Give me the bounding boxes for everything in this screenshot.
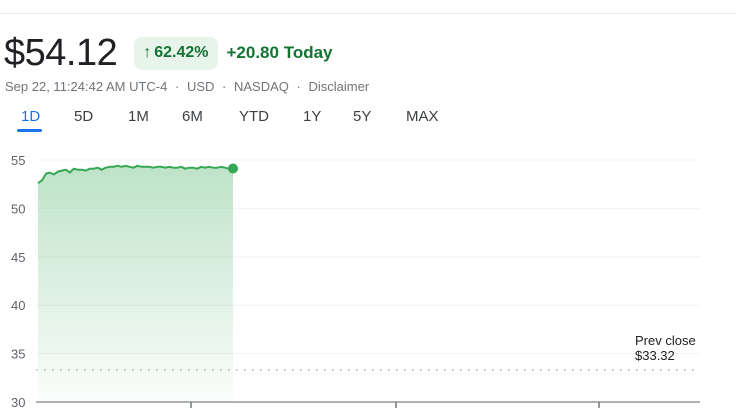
y-tick-label: 30 [11, 395, 25, 410]
price-chart[interactable]: 55 50 45 40 35 30 [0, 140, 736, 414]
last-price-marker [228, 163, 238, 174]
y-tick-label: 55 [11, 153, 25, 168]
separator: · [222, 79, 227, 94]
prev-close-value: $33.32 [635, 348, 675, 363]
separator: · [174, 79, 180, 94]
y-tick-label: 45 [11, 250, 25, 265]
prev-close-title: Prev close [635, 333, 696, 348]
current-price: $54.12 [4, 32, 118, 74]
prev-close-label: Prev close $33.32 [635, 333, 696, 363]
separator: · [296, 79, 301, 94]
disclaimer-link[interactable]: Disclaimer [308, 79, 370, 94]
tab-ytd[interactable]: YTD [239, 108, 269, 125]
y-tick-label: 40 [11, 298, 25, 313]
quote-header: $54.12 ↑ 62.42% +20.80 Today [4, 30, 333, 76]
tab-5y[interactable]: 5Y [353, 108, 372, 125]
active-tab-indicator [17, 129, 42, 132]
percent-change-badge: ↑ 62.42% [134, 36, 218, 70]
y-tick-label: 50 [11, 201, 25, 216]
y-axis: 55 50 45 40 35 30 [11, 153, 25, 410]
tab-max[interactable]: MAX [406, 108, 439, 125]
tab-1m[interactable]: 1M [128, 108, 149, 125]
quote-meta: Sep 22, 11:24:42 AM UTC-4 · USD · NASDAQ… [5, 79, 369, 94]
today-change: +20.80 Today [226, 43, 333, 62]
price-line [37, 164, 234, 185]
top-divider [0, 13, 736, 14]
tab-1y[interactable]: 1Y [303, 108, 322, 125]
tab-1d[interactable]: 1D [21, 108, 41, 125]
arrow-up-icon: ↑ [143, 44, 152, 61]
tab-6m[interactable]: 6M [182, 108, 203, 125]
currency: USD [186, 79, 215, 94]
price-area-fill [38, 165, 233, 402]
percent-change-value: 62.42% [154, 44, 209, 61]
exchange: NASDAQ [234, 79, 289, 94]
tab-5d[interactable]: 5D [74, 108, 94, 125]
y-tick-label: 35 [11, 347, 25, 362]
timestamp: Sep 22, 11:24:42 AM UTC-4 [5, 79, 168, 94]
